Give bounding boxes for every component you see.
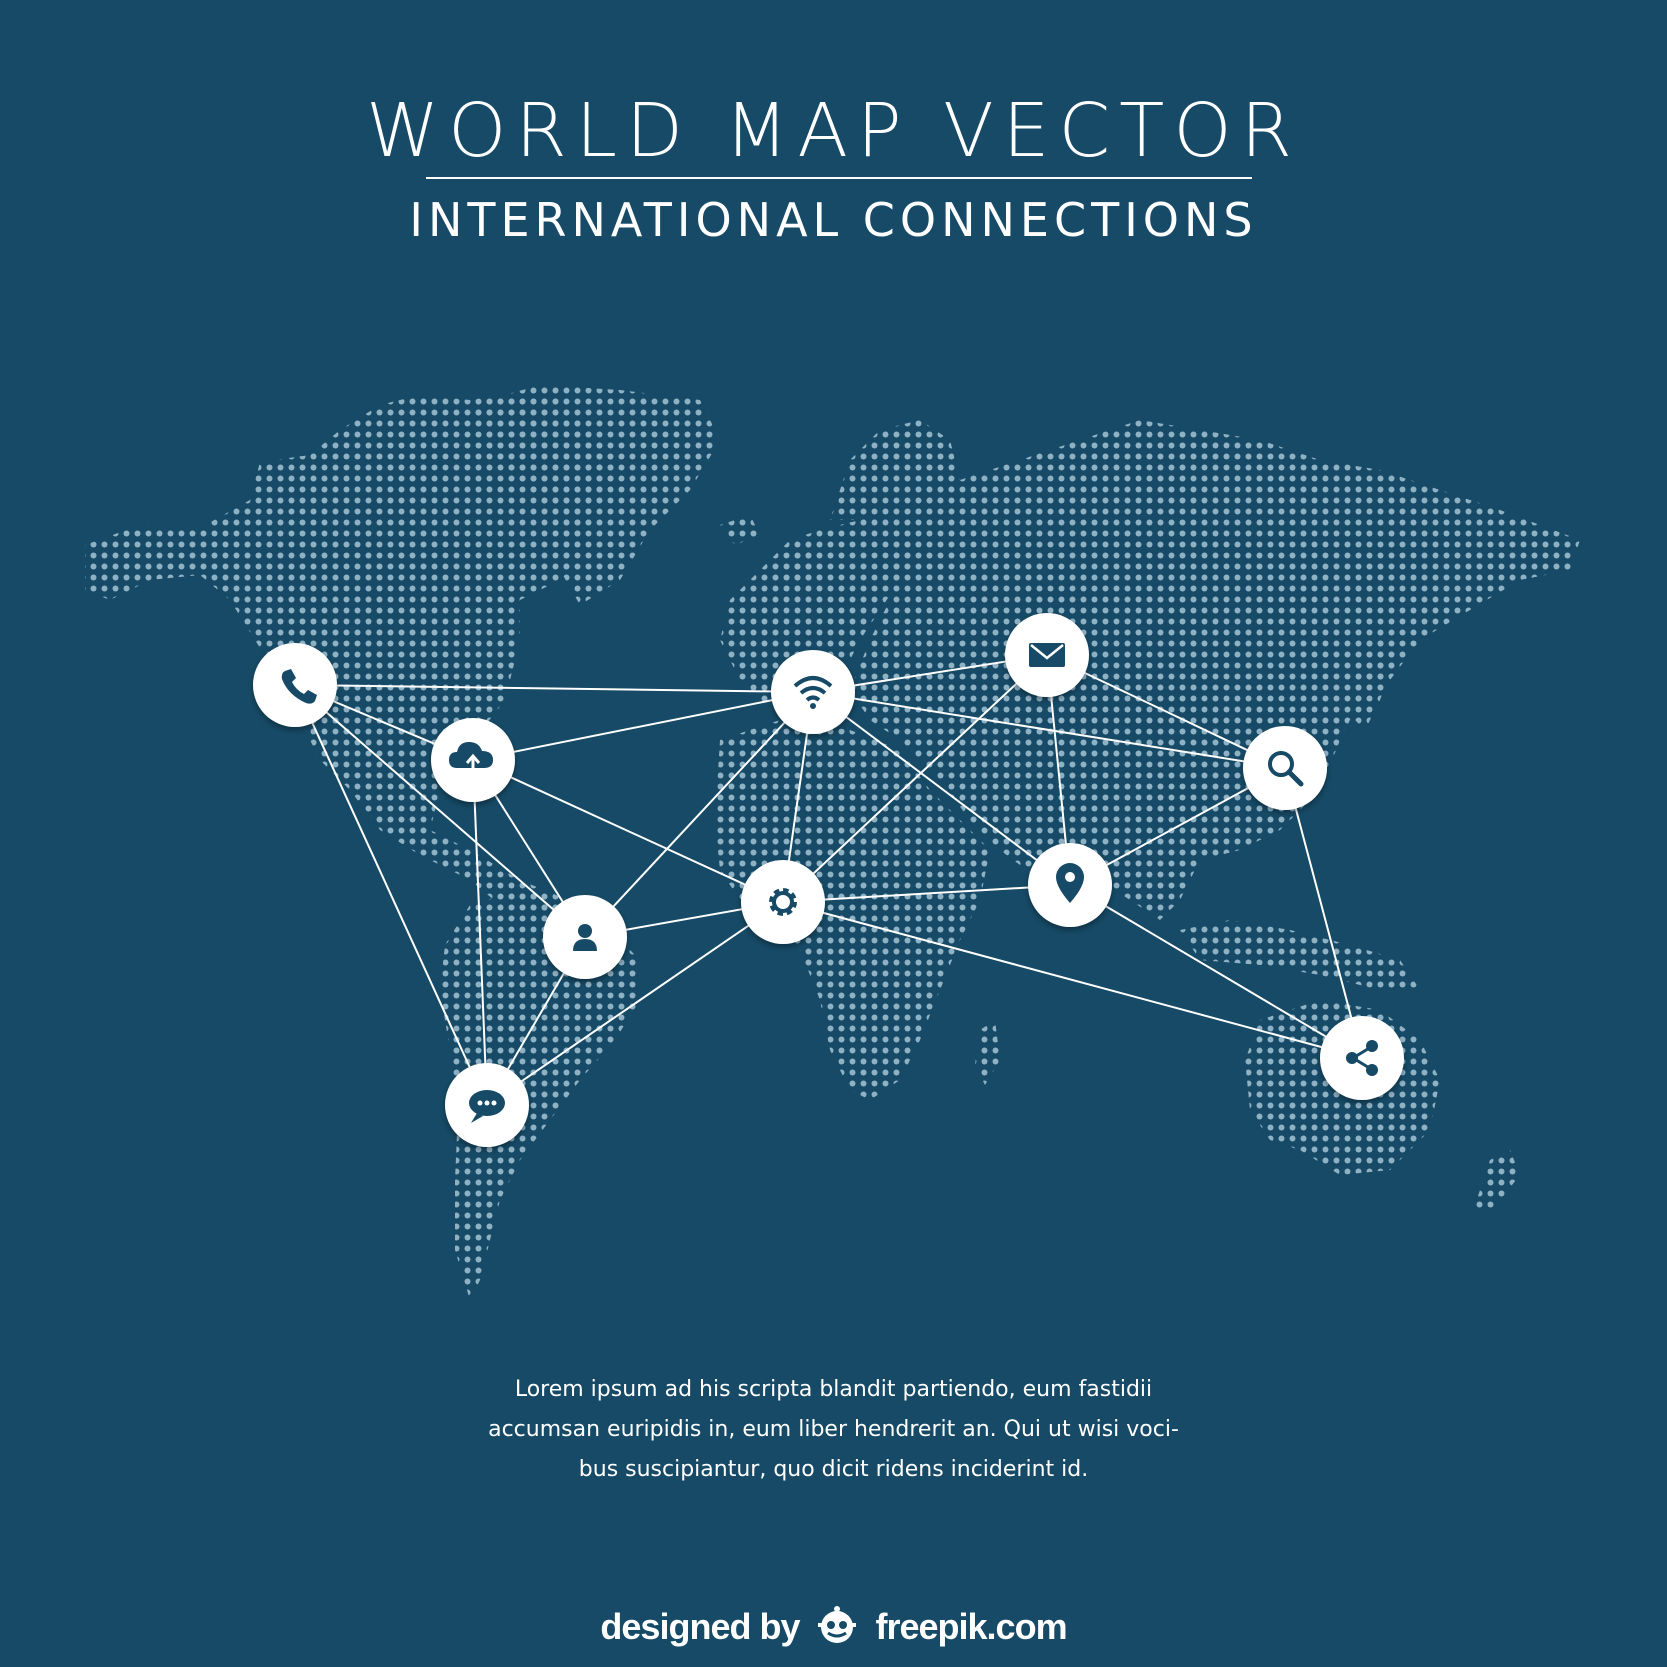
node-mail — [1005, 613, 1089, 697]
link-gear-share — [782, 901, 1363, 1059]
node-circle — [253, 643, 337, 727]
southeast-asia-islands — [1180, 920, 1420, 990]
node-circle — [1320, 1016, 1404, 1100]
credit-prefix: designed by — [600, 1606, 800, 1647]
link-chat-gear — [486, 901, 784, 1106]
link-phone-user — [294, 684, 586, 938]
description-line-3: bus suscipiantur, quo dicit ridens incid… — [578, 1457, 1089, 1482]
search-icon — [1268, 751, 1304, 787]
british-isles-landmass — [785, 545, 815, 600]
north-america-landmass — [85, 392, 620, 920]
scandinavia-landmass — [830, 420, 960, 520]
freepik-logo-icon — [814, 1605, 860, 1654]
link-cloud-chat — [472, 759, 488, 1106]
africa-landmass — [715, 720, 990, 1100]
description-line-1: Lorem ipsum ad his scripta blandit parti… — [514, 1377, 1153, 1402]
madagascar-landmass — [975, 1020, 1000, 1085]
chat-bubble-icon — [469, 1090, 505, 1123]
node-phone — [253, 643, 337, 727]
phone-icon — [281, 669, 317, 704]
page-subtitle: INTERNATIONAL CONNECTIONS — [409, 193, 1258, 247]
credit-brand: freepik.com — [875, 1606, 1068, 1647]
title-divider — [426, 177, 1252, 179]
link-pin-share — [1069, 884, 1363, 1059]
node-search — [1243, 726, 1327, 810]
node-chat — [445, 1063, 529, 1147]
link-phone-chat — [294, 684, 488, 1106]
greenland-landmass — [470, 385, 720, 605]
node-share — [1320, 1016, 1404, 1100]
link-gear-mail — [782, 654, 1048, 903]
europe-landmass — [720, 515, 920, 710]
link-cloud-gear — [472, 759, 784, 903]
link-phone-wifi — [294, 684, 814, 693]
node-pin — [1028, 843, 1112, 927]
iceland-landmass — [720, 515, 760, 545]
designer-credit: designed by freepik.com — [0, 1605, 1667, 1654]
node-wifi — [771, 650, 855, 734]
japan-landmass — [1350, 630, 1395, 730]
new-zealand-landmass — [1475, 1150, 1520, 1215]
page-title: WORLD MAP VECTOR — [365, 88, 1302, 174]
link-cloud-wifi — [472, 691, 814, 761]
node-gear — [741, 860, 825, 944]
link-wifi-pin — [812, 691, 1071, 886]
user-icon — [573, 924, 597, 951]
asia-landmass — [850, 420, 1580, 920]
node-circle — [1243, 726, 1327, 810]
node-cloud — [431, 718, 515, 802]
gear-icon — [769, 888, 797, 916]
link-gear-pin — [782, 884, 1071, 903]
link-user-wifi — [584, 691, 814, 938]
south-america-landmass — [440, 890, 640, 1300]
link-mail-search — [1046, 654, 1286, 769]
node-user — [543, 895, 627, 979]
description-line-2: accumsan euripidis in, eum liber hendrer… — [488, 1417, 1179, 1442]
wifi-icon — [793, 676, 833, 709]
description-text: Lorem ipsum ad his scripta blandit parti… — [430, 1370, 1237, 1490]
continents — [85, 385, 1580, 1300]
share-icon — [1346, 1040, 1378, 1076]
location-pin-icon — [1056, 863, 1084, 903]
connection-nodes — [253, 613, 1404, 1147]
link-wifi-search — [812, 691, 1286, 769]
link-search-share — [1284, 767, 1363, 1059]
mail-icon — [1029, 643, 1065, 667]
cloud-upload-icon — [449, 742, 493, 772]
node-circle — [771, 650, 855, 734]
